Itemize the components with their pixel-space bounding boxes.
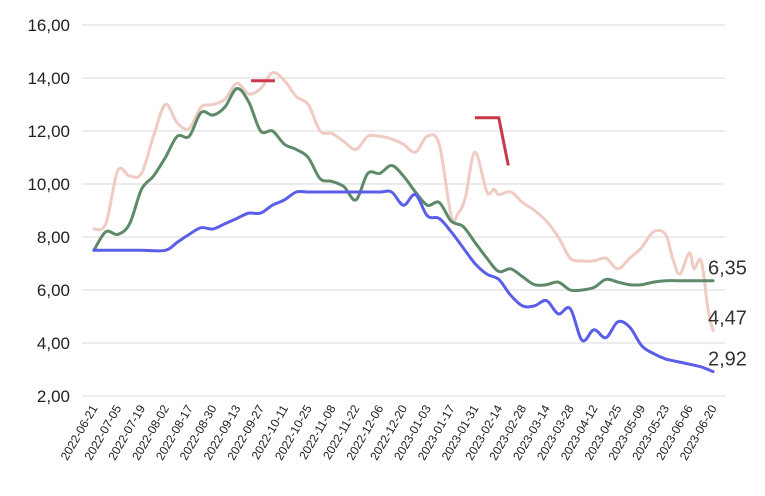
y-tick-label: 12,00 <box>27 122 70 141</box>
y-tick-label: 16,00 <box>27 16 70 35</box>
series-line-2 <box>92 87 715 293</box>
series-line-3 <box>92 189 715 374</box>
series-lines <box>92 71 715 374</box>
annotation-mark-2 <box>474 116 510 166</box>
y-tick-label: 8,00 <box>37 228 70 247</box>
y-tick-label: 2,00 <box>37 387 70 406</box>
y-tick-label: 10,00 <box>27 175 70 194</box>
grid-lines <box>82 24 725 397</box>
y-tick-label: 14,00 <box>27 69 70 88</box>
end-value-label: 6,35 <box>708 258 747 280</box>
end-labels: 4,47 6,35 2,92 <box>708 258 747 371</box>
end-value-label: 4,47 <box>708 308 747 330</box>
y-tick-label: 6,00 <box>37 281 70 300</box>
series-line-1 <box>92 71 715 332</box>
end-value-label: 2,92 <box>708 349 747 371</box>
y-tick-label: 4,00 <box>37 334 70 353</box>
annotations <box>251 79 510 166</box>
x-axis-ticks: 2022-06-212022-07-052022-07-192022-08-02… <box>58 402 720 462</box>
y-axis-ticks: 2,00 4,00 6,00 8,00 10,00 12,00 14,00 16,00 <box>27 16 70 406</box>
